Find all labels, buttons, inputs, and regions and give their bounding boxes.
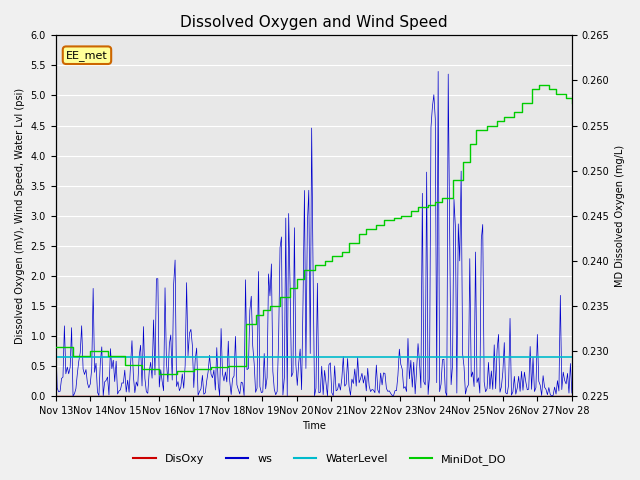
Title: Dissolved Oxygen and Wind Speed: Dissolved Oxygen and Wind Speed — [180, 15, 447, 30]
X-axis label: Time: Time — [302, 421, 326, 432]
Y-axis label: MD Dissolved Oxygen (mg/L): MD Dissolved Oxygen (mg/L) — [615, 144, 625, 287]
Y-axis label: Dissolved Oxygen (mV), Wind Speed, Water Lvl (psi): Dissolved Oxygen (mV), Wind Speed, Water… — [15, 88, 25, 344]
Text: EE_met: EE_met — [66, 50, 108, 60]
Legend: DisOxy, ws, WaterLevel, MiniDot_DO: DisOxy, ws, WaterLevel, MiniDot_DO — [129, 450, 511, 469]
